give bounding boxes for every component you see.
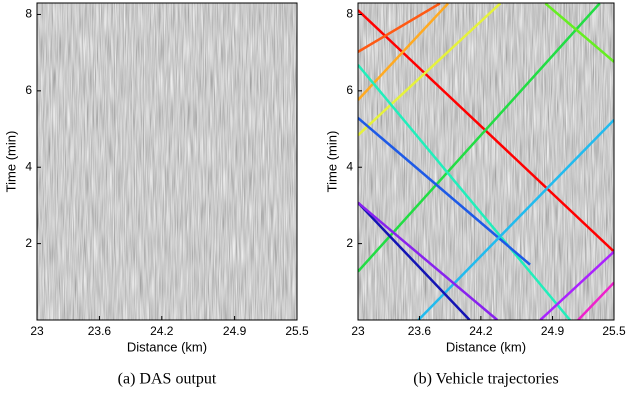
y-tick-label: 6 [25, 83, 32, 97]
trajectory [358, 3, 601, 273]
y-tick-label: 6 [346, 83, 353, 97]
y-tick-label: 2 [25, 236, 32, 250]
frame [36, 2, 298, 321]
frame [357, 2, 615, 321]
y-tick-label: 4 [25, 159, 32, 173]
x-tick-label: 24.2 [469, 324, 493, 338]
trajectory [358, 3, 441, 53]
trajectory [358, 3, 502, 137]
trajectory [358, 201, 471, 320]
y-tick-label: 4 [346, 159, 353, 173]
y-tick-label: 8 [346, 7, 353, 21]
trajectory [358, 117, 531, 266]
trajectory [544, 3, 614, 63]
x-tick-label: 25.5 [602, 324, 626, 338]
y-axis-label: Time (min) [3, 131, 18, 193]
x-tick-label: 24.9 [541, 324, 565, 338]
y-tick-label: 8 [25, 7, 32, 21]
caption: (b) Vehicle trajectories [413, 371, 558, 388]
trajectory [539, 250, 614, 320]
y-axis-label: Time (min) [324, 131, 339, 193]
caption: (a) DAS output [118, 371, 217, 388]
x-tick-label: 23.6 [408, 324, 432, 338]
trajectory [577, 281, 614, 320]
x-tick-label: 23 [351, 324, 365, 338]
y-tick-label: 2 [346, 236, 353, 250]
x-axis-label: Distance (km) [446, 339, 526, 354]
x-tick-label: 23.6 [88, 324, 112, 338]
x-axis-label: Distance (km) [127, 339, 207, 354]
trajectory [358, 64, 571, 320]
x-tick-label: 24.2 [150, 324, 174, 338]
x-tick-label: 24.9 [223, 324, 247, 338]
das-background [37, 3, 297, 320]
das-background [358, 3, 614, 320]
trajectory [417, 118, 614, 320]
x-tick-label: 23 [30, 324, 44, 338]
trajectory [358, 201, 499, 320]
plot-area [358, 3, 614, 320]
x-tick-label: 25.5 [285, 324, 309, 338]
